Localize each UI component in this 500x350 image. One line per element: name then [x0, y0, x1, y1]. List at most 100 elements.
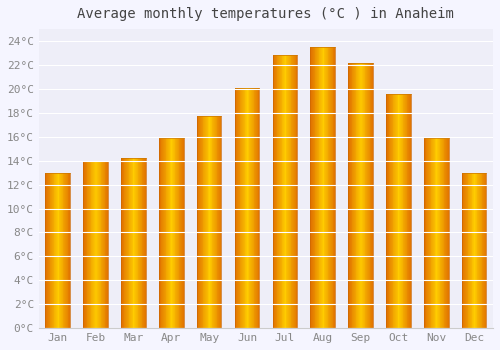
Bar — [258, 88, 260, 328]
Bar — [310, 47, 311, 328]
Bar — [468, 173, 469, 328]
Bar — [446, 138, 447, 328]
Bar — [254, 88, 255, 328]
Bar — [57, 173, 58, 328]
Bar — [327, 47, 328, 328]
Bar — [363, 63, 364, 328]
Bar — [476, 173, 478, 328]
Bar — [183, 138, 184, 328]
Bar — [318, 47, 320, 328]
Bar — [252, 88, 254, 328]
Bar — [176, 138, 177, 328]
Bar — [67, 173, 68, 328]
Bar — [102, 161, 103, 328]
Bar — [280, 55, 281, 328]
Bar — [312, 47, 313, 328]
Bar — [99, 161, 100, 328]
Bar — [95, 161, 96, 328]
Bar — [97, 161, 98, 328]
Bar — [465, 173, 466, 328]
Bar — [103, 161, 104, 328]
Bar — [355, 63, 356, 328]
Bar — [96, 161, 97, 328]
Bar — [134, 158, 135, 328]
Bar — [432, 138, 433, 328]
Bar — [272, 55, 274, 328]
Bar — [443, 138, 444, 328]
Bar — [90, 161, 92, 328]
Bar — [216, 117, 218, 328]
Bar — [106, 161, 107, 328]
Bar — [402, 94, 404, 328]
Bar — [478, 173, 479, 328]
Bar — [85, 161, 86, 328]
Bar — [211, 117, 212, 328]
Bar — [392, 94, 394, 328]
Bar — [438, 138, 440, 328]
Bar — [311, 47, 312, 328]
Bar — [54, 173, 56, 328]
Bar — [142, 158, 144, 328]
Bar — [386, 94, 387, 328]
Bar — [132, 158, 134, 328]
Bar — [322, 47, 324, 328]
Bar — [169, 138, 170, 328]
Bar — [289, 55, 290, 328]
Bar — [215, 117, 216, 328]
Bar — [396, 94, 397, 328]
Bar — [209, 117, 210, 328]
Bar — [206, 117, 208, 328]
Bar — [367, 63, 368, 328]
Bar — [256, 88, 257, 328]
Bar — [220, 117, 222, 328]
Bar — [285, 55, 286, 328]
Bar — [425, 138, 426, 328]
Bar — [218, 117, 219, 328]
Bar — [482, 173, 483, 328]
Bar — [471, 173, 472, 328]
Bar — [325, 47, 326, 328]
Bar — [182, 138, 183, 328]
Bar — [391, 94, 392, 328]
Bar — [160, 138, 162, 328]
Bar — [437, 138, 438, 328]
Bar — [240, 88, 242, 328]
Bar — [181, 138, 182, 328]
Bar — [197, 117, 198, 328]
Bar — [136, 158, 138, 328]
Bar — [371, 63, 372, 328]
Bar — [293, 55, 294, 328]
Bar — [369, 63, 370, 328]
Bar — [426, 138, 428, 328]
Bar — [255, 88, 256, 328]
Bar — [474, 173, 475, 328]
Bar — [436, 138, 437, 328]
Bar — [86, 161, 88, 328]
Bar — [278, 55, 279, 328]
Bar — [141, 158, 142, 328]
Bar — [364, 63, 366, 328]
Bar — [328, 47, 330, 328]
Bar — [212, 117, 214, 328]
Bar — [294, 55, 296, 328]
Bar — [349, 63, 350, 328]
Bar — [479, 173, 480, 328]
Bar — [409, 94, 410, 328]
Bar — [388, 94, 390, 328]
Bar — [469, 173, 470, 328]
Bar — [286, 55, 288, 328]
Bar — [472, 173, 474, 328]
Bar — [144, 158, 145, 328]
Bar — [164, 138, 166, 328]
Bar — [398, 94, 399, 328]
Bar — [462, 173, 464, 328]
Bar — [127, 158, 128, 328]
Bar — [52, 173, 53, 328]
Bar — [360, 63, 362, 328]
Bar — [126, 158, 127, 328]
Bar — [172, 138, 173, 328]
Bar — [356, 63, 358, 328]
Bar — [236, 88, 237, 328]
Bar — [334, 47, 335, 328]
Bar — [397, 94, 398, 328]
